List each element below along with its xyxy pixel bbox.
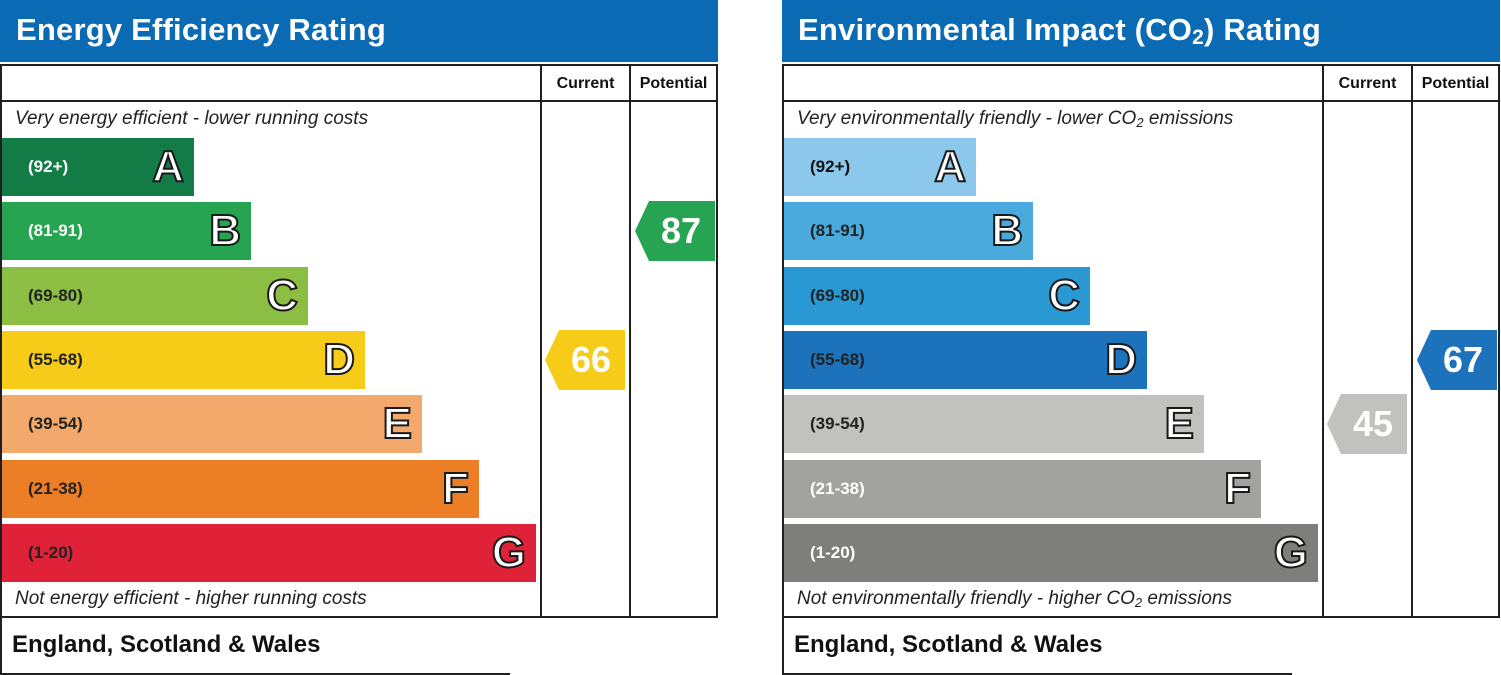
co2-band-letter: G [1273,527,1309,578]
energy-band-range: (21-38) [28,479,83,498]
co2-top-caption: Very environmentally friendly - lower CO… [797,108,1233,130]
energy-potential-rating-arrow: 87 [635,201,715,261]
energy-current-header: Current [556,75,615,92]
co2-band-f: (21-38) F [784,460,1261,518]
co2-title: Environmental Impact (CO2) Rating [782,0,1500,62]
environmental-impact-panel: Environmental Impact (CO2) Rating Curren… [782,0,1501,675]
co2-band-d: (55-68) D [784,331,1147,389]
energy-band-letter: D [322,334,356,385]
energy-band-letter: A [151,141,185,192]
co2-band-letter: F [1223,463,1252,514]
co2-band-range: (69-80) [810,286,865,305]
energy-top-caption: Very energy efficient - lower running co… [15,108,369,129]
co2-title-suffix: ) Rating [1203,12,1321,47]
energy-current-divider [540,64,542,618]
energy-band-letter: B [208,205,242,256]
co2-title-subscript: 2 [1192,26,1204,49]
co2-current-rating-arrow: 45 [1327,394,1407,454]
co2-band-letter: A [933,141,967,192]
co2-current-header: Current [1338,75,1397,92]
energy-band-d: (55-68) D [2,331,365,389]
energy-band-range: (39-54) [28,414,83,433]
co2-bottom-caption: Not environmentally friendly - higher CO… [797,588,1232,610]
energy-header-divider [0,100,718,102]
energy-frame [0,64,718,618]
energy-band-g: (1-20) G [2,524,536,582]
energy-band-e: (39-54) E [2,395,422,453]
energy-band-b: (81-91) B [2,202,251,260]
co2-bottom-caption-suffix: emissions [1142,588,1232,609]
co2-potential-header: Potential [1421,75,1490,92]
co2-band-range: (39-54) [810,414,865,433]
energy-band-range: (55-68) [28,350,83,369]
energy-band-range: (81-91) [28,221,83,240]
co2-current-divider [1322,64,1324,618]
energy-current-value: 66 [570,339,612,380]
co2-bottom-caption-prefix: Not environmentally friendly - higher CO [797,588,1135,609]
co2-footer: England, Scotland & Wales [782,618,1292,675]
co2-band-e: (39-54) E [784,395,1204,453]
co2-potential-rating-arrow: 67 [1417,330,1497,390]
co2-band-range: (81-91) [810,221,865,240]
co2-band-a: (92+) A [784,138,976,196]
co2-potential-value: 67 [1442,339,1484,380]
co2-band-range: (55-68) [810,350,865,369]
co2-top-caption-prefix: Very environmentally friendly - lower CO [797,108,1137,129]
co2-band-c: (69-80) C [784,267,1090,325]
energy-band-letter: G [491,527,527,578]
co2-band-range: (1-20) [810,543,856,562]
energy-band-letter: E [382,398,413,449]
energy-bottom-caption: Not energy efficient - higher running co… [15,588,367,609]
co2-band-b: (81-91) B [784,202,1033,260]
energy-band-letter: C [265,270,299,321]
co2-band-letter: B [990,205,1024,256]
co2-top-caption-subscript: 2 [1136,115,1144,130]
co2-band-g: (1-20) G [784,524,1318,582]
energy-efficiency-panel: Energy Efficiency Rating Current Potenti… [0,0,720,675]
energy-title: Energy Efficiency Rating [0,0,718,62]
energy-band-range: (69-80) [28,286,83,305]
energy-band-letter: F [441,463,470,514]
co2-band-letter: C [1047,270,1081,321]
energy-potential-header: Potential [639,75,708,92]
co2-potential-divider [1411,64,1413,618]
energy-potential-value: 87 [660,210,702,251]
co2-band-range: (21-38) [810,479,865,498]
co2-frame [782,64,1500,618]
energy-band-c: (69-80) C [2,267,308,325]
co2-band-letter: D [1104,334,1138,385]
energy-band-range: (92+) [28,157,69,176]
energy-potential-divider [629,64,631,618]
co2-top-caption-suffix: emissions [1143,108,1234,129]
co2-header-divider [782,100,1500,102]
energy-current-rating-arrow: 66 [545,330,625,390]
co2-current-value: 45 [1352,403,1394,444]
energy-footer: England, Scotland & Wales [0,618,510,675]
energy-band-a: (92+) A [2,138,194,196]
co2-band-range: (92+) [810,157,851,176]
co2-bottom-caption-subscript: 2 [1134,595,1143,610]
co2-band-letter: E [1164,398,1195,449]
energy-band-f: (21-38) F [2,460,479,518]
co2-title-prefix: Environmental Impact (CO [798,12,1193,47]
energy-band-range: (1-20) [28,543,74,562]
